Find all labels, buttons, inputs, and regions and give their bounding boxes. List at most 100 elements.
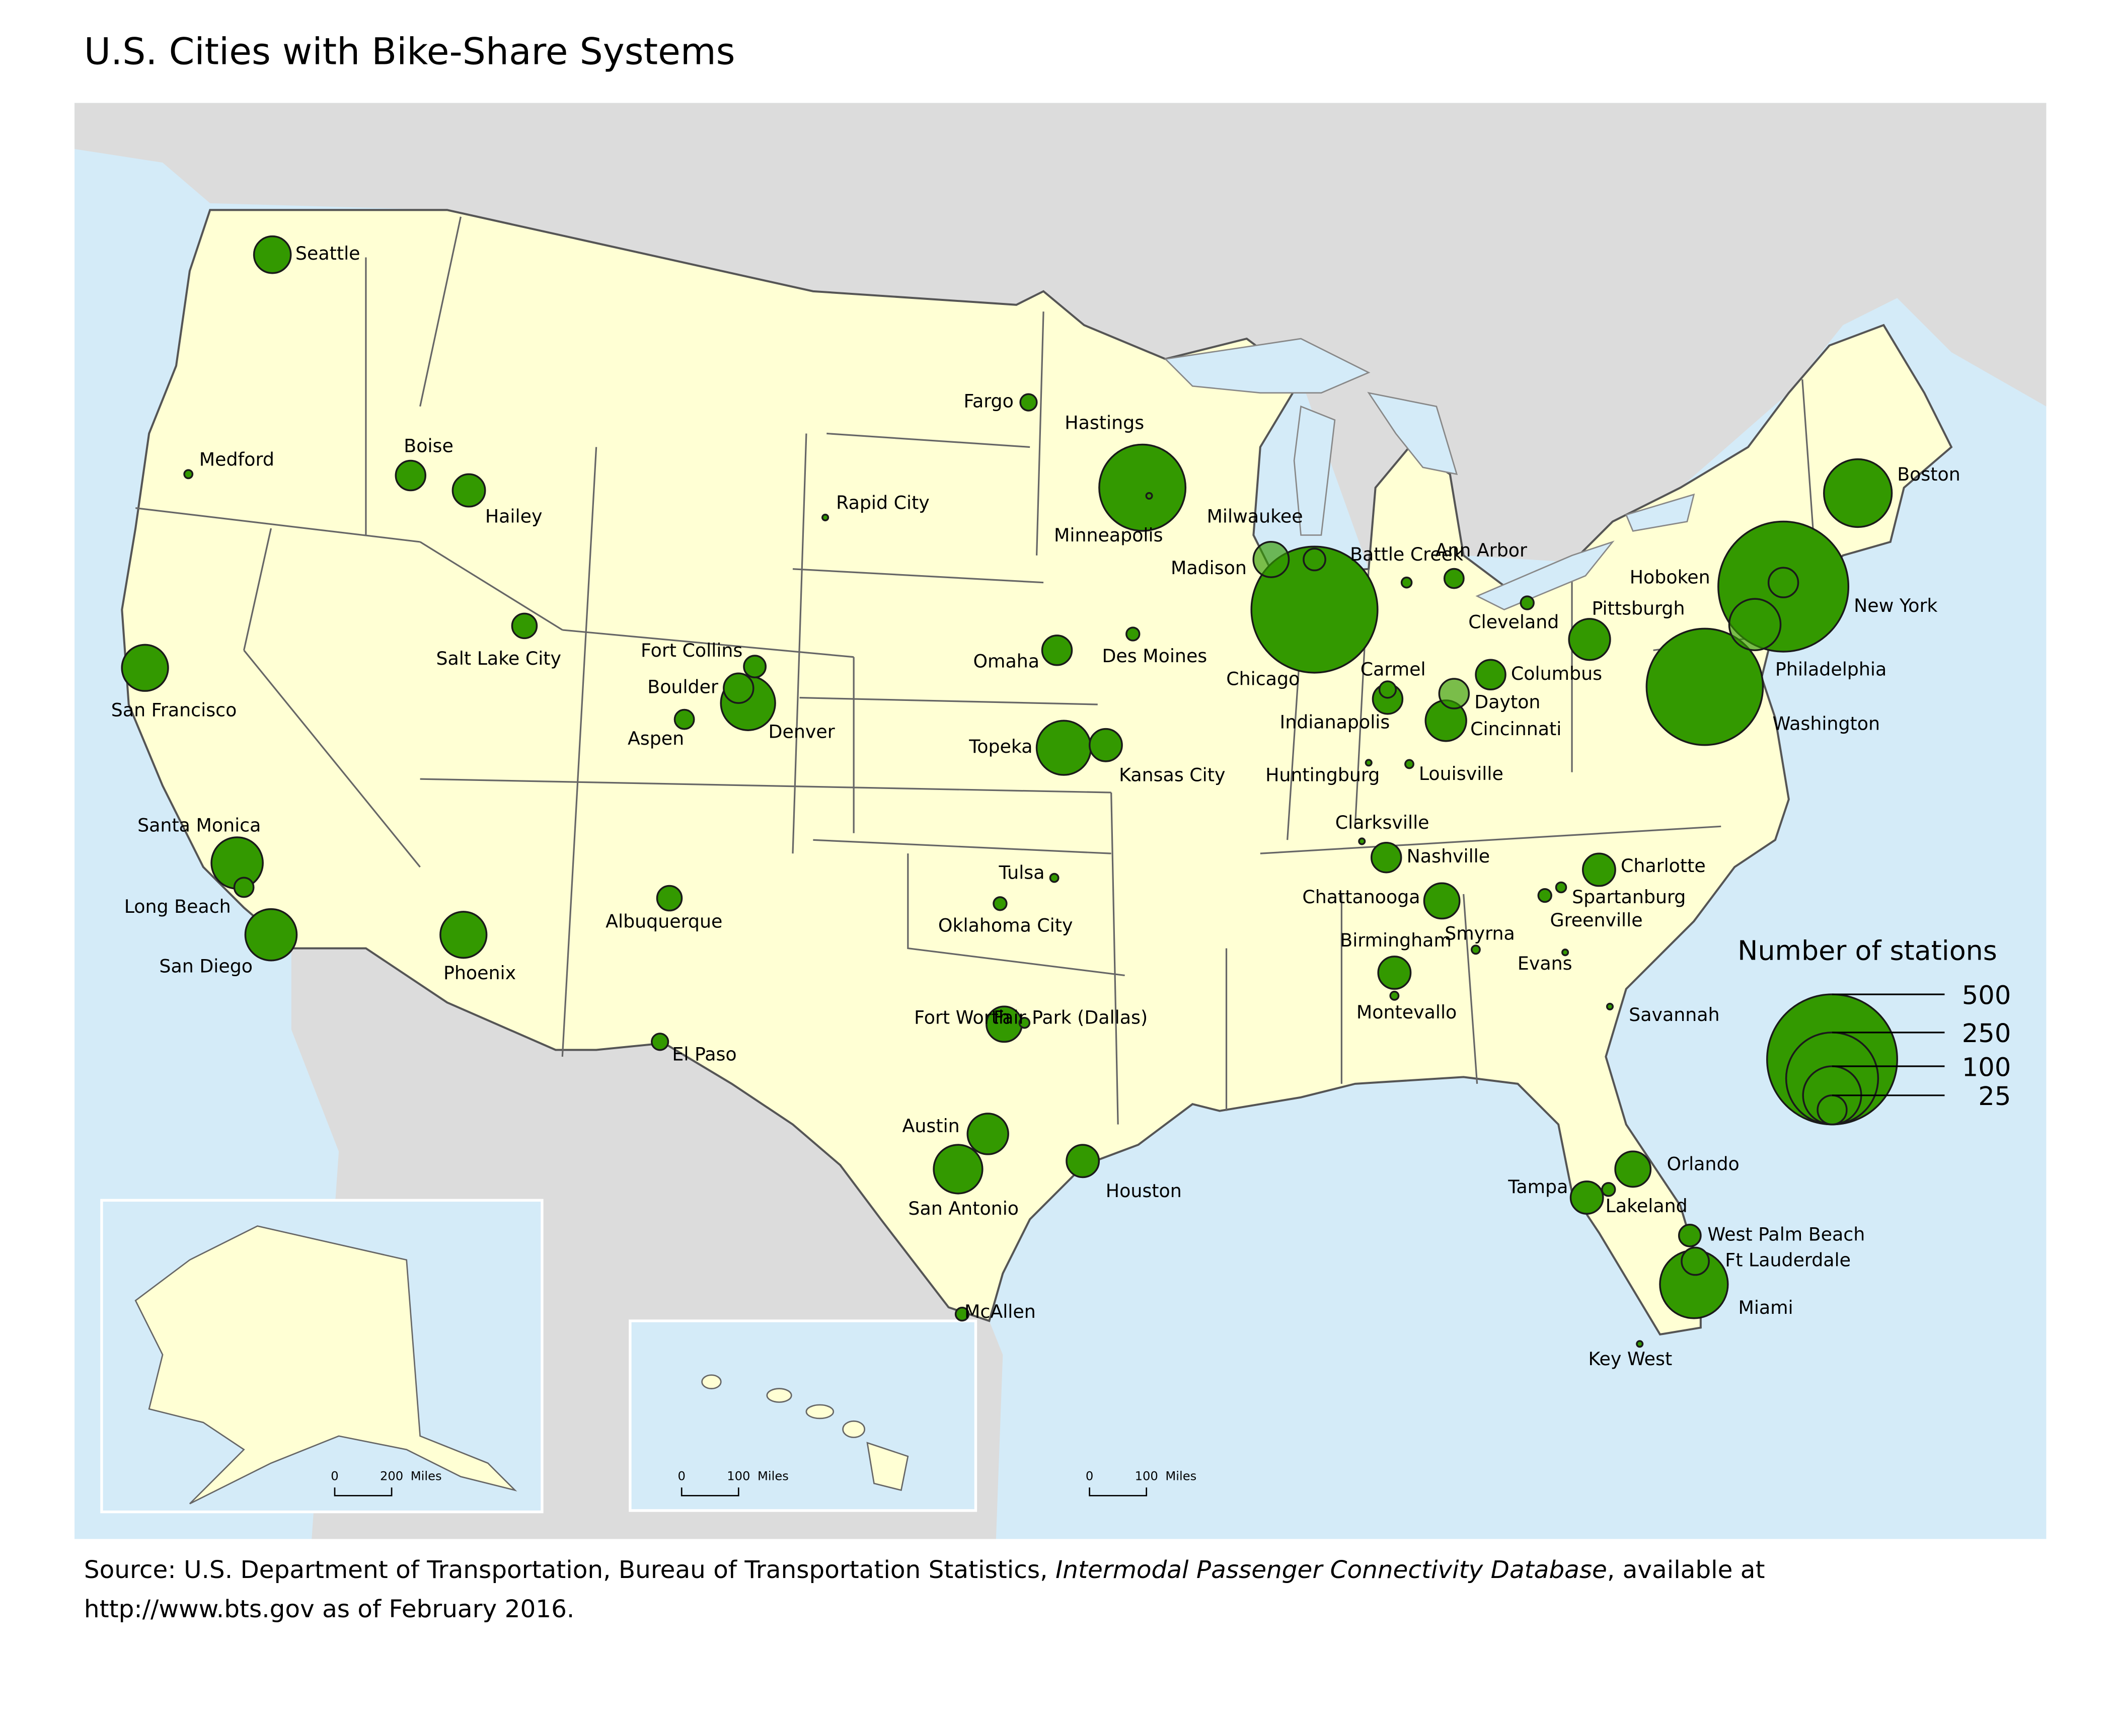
city-circle	[966, 1113, 1009, 1155]
city-circle	[1569, 1180, 1604, 1215]
city-label: Ft Lauderdale	[1725, 1249, 1851, 1271]
source-line-2: http://www.bts.gov as of February 2016.	[84, 1595, 574, 1623]
scale-bar	[681, 1487, 739, 1496]
city-label: New York	[1854, 595, 1937, 616]
scale-end: 200	[380, 1469, 403, 1483]
city-label: Long Beach	[124, 896, 231, 917]
scale-end: 100	[727, 1469, 750, 1483]
city-label: Smyrna	[1445, 923, 1515, 944]
city-label: Hastings	[1065, 412, 1144, 434]
city-circle	[1371, 842, 1402, 874]
city-label: Tulsa	[999, 862, 1045, 884]
city-label: Seattle	[295, 243, 360, 264]
city-circle	[451, 473, 486, 508]
city-circle	[1365, 759, 1373, 767]
scale-bar	[1089, 1487, 1148, 1496]
city-label: Fargo	[963, 390, 1013, 412]
city-label: Washington	[1773, 713, 1880, 734]
city-label: Milwaukee	[1207, 505, 1303, 527]
city-label: San Francisco	[111, 699, 237, 721]
city-label: El Paso	[672, 1043, 736, 1065]
city-circle	[1303, 547, 1326, 572]
scale-start: 0	[678, 1469, 686, 1483]
scale-unit: Miles	[411, 1469, 442, 1483]
city-circle	[1400, 576, 1413, 589]
city-label: Santa Monica	[137, 814, 261, 836]
city-label: Aspen	[628, 728, 684, 749]
city-circle	[183, 469, 194, 480]
city-label: Greenville	[1550, 909, 1642, 931]
city-circle	[1606, 1002, 1614, 1010]
city-circle	[1767, 567, 1799, 598]
city-circle	[954, 1306, 970, 1322]
city-circle	[1049, 873, 1060, 883]
city-circle	[1423, 882, 1461, 920]
city-circle	[511, 612, 538, 640]
city-circle	[821, 513, 829, 521]
city-circle	[244, 908, 298, 962]
source-database: Intermodal Passenger Connectivity Databa…	[1055, 1556, 1607, 1584]
city-circle	[1614, 1150, 1652, 1188]
city-circle	[1250, 545, 1379, 674]
city-label: Fort Worth	[914, 1007, 1010, 1029]
source-line-1: Source: U.S. Department of Transportatio…	[84, 1556, 1765, 1584]
city-label: Omaha	[973, 651, 1039, 672]
city-label: Salt Lake City	[436, 648, 561, 669]
city-label: Lakeland	[1606, 1195, 1688, 1217]
city-label: Birmingham	[1340, 929, 1452, 951]
city-label: Clarksville	[1335, 812, 1429, 833]
legend-circle	[1817, 1094, 1848, 1126]
hawaii-inset	[629, 1319, 977, 1512]
city-circle	[1041, 635, 1073, 666]
city-circle	[743, 655, 767, 678]
great-lakes	[1164, 338, 1695, 611]
city-circle	[121, 644, 169, 692]
city-circle	[1019, 393, 1038, 412]
city-circle	[1252, 541, 1290, 578]
city-label: Rapid City	[836, 492, 930, 514]
scale-end: 100	[1135, 1469, 1158, 1483]
city-circle	[1438, 678, 1470, 709]
city-circle	[1568, 618, 1611, 661]
legend-title: Number of stations	[1738, 934, 1997, 966]
city-circle	[1561, 949, 1569, 957]
state-lines	[135, 216, 1817, 1125]
city-label: Topeka	[968, 736, 1032, 757]
city-label: Hailey	[485, 505, 543, 527]
scale-unit: Miles	[1165, 1469, 1196, 1483]
city-label: Key West	[1588, 1348, 1672, 1370]
city-label: Phoenix	[443, 962, 516, 984]
map-title: U.S. Cities with Bike-Share Systems	[84, 31, 735, 73]
city-label: Pittsburgh	[1592, 598, 1685, 619]
city-label: Tampa	[1507, 1176, 1568, 1198]
city-circle	[1098, 443, 1187, 532]
city-label: Fair Park (Dallas)	[994, 1007, 1148, 1029]
city-label: Louisville	[1419, 763, 1503, 784]
city-circle	[1645, 627, 1764, 746]
city-label: Savannah	[1629, 1004, 1719, 1025]
legend-label: 250	[1962, 1019, 2011, 1049]
city-circle	[1520, 595, 1535, 610]
city-label: Boise	[404, 435, 454, 456]
city-label: Boulder	[647, 676, 718, 698]
legend-label: 25	[1978, 1082, 2011, 1112]
city-label: Chattanooga	[1302, 886, 1420, 908]
city-circle	[1378, 680, 1397, 699]
city-label: McAllen	[964, 1301, 1036, 1322]
city-label: Battle Creek	[1350, 543, 1463, 565]
scale-unit: Miles	[758, 1469, 789, 1483]
city-circle	[1681, 1246, 1710, 1276]
alaska	[134, 1225, 517, 1505]
city-circle	[1475, 659, 1506, 690]
city-label: Chicago	[1226, 668, 1300, 690]
city-label: Spartanburg	[1572, 886, 1686, 908]
city-label: Dayton	[1474, 691, 1540, 713]
city-label: Hoboken	[1630, 567, 1710, 588]
city-circle	[1601, 1182, 1616, 1197]
city-label: Evans	[1518, 953, 1572, 974]
city-label: San Diego	[159, 955, 253, 977]
city-label: Kansas City	[1119, 764, 1225, 786]
city-label: Boston	[1897, 463, 1960, 485]
city-label: Philadelphia	[1775, 659, 1886, 680]
